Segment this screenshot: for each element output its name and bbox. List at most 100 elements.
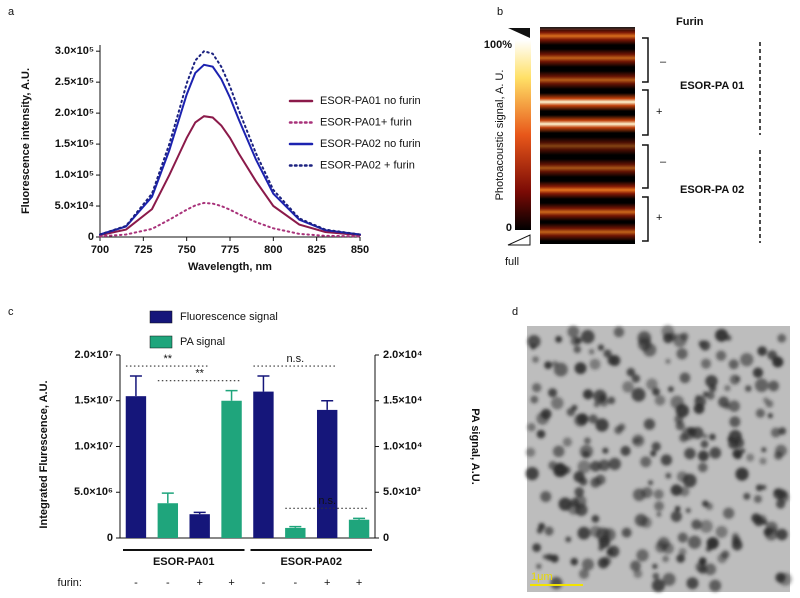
particle bbox=[621, 527, 632, 538]
particle bbox=[593, 389, 607, 404]
particle bbox=[637, 331, 652, 345]
particle bbox=[694, 395, 707, 408]
particle bbox=[580, 329, 595, 344]
x-tick-label: 775 bbox=[221, 244, 239, 256]
particle bbox=[761, 447, 767, 453]
particle bbox=[728, 359, 739, 370]
scale-min: 0 bbox=[506, 222, 512, 234]
particle bbox=[530, 395, 539, 404]
x-tick-label: - bbox=[134, 577, 138, 589]
particle bbox=[642, 343, 657, 357]
y-tick-label: 1.0×10⁷ bbox=[75, 440, 114, 452]
pa-stripe bbox=[540, 159, 635, 177]
bar bbox=[285, 527, 306, 538]
particle bbox=[740, 352, 754, 367]
panel-b: b Furin 100% 0 full Photoacoustic signal… bbox=[484, 6, 761, 268]
particle bbox=[655, 541, 667, 553]
particle bbox=[651, 441, 661, 452]
y2-tick-label: 2.0×10⁴ bbox=[383, 349, 422, 361]
particle bbox=[643, 418, 656, 430]
particle bbox=[709, 579, 722, 592]
particle bbox=[589, 525, 602, 538]
bar bbox=[157, 503, 179, 538]
particle bbox=[708, 384, 717, 393]
particle bbox=[697, 450, 709, 462]
particle bbox=[607, 396, 616, 405]
particle bbox=[631, 374, 641, 383]
series-line bbox=[99, 115, 361, 237]
particle bbox=[697, 462, 708, 473]
particle bbox=[746, 453, 755, 462]
panel-d: d 1μm bbox=[512, 306, 792, 593]
particle bbox=[717, 553, 727, 564]
particle bbox=[718, 396, 730, 408]
particle bbox=[728, 438, 739, 449]
particle bbox=[662, 555, 670, 563]
column-title: Furin bbox=[676, 16, 704, 28]
pa-stripes bbox=[540, 27, 635, 241]
particle bbox=[527, 422, 536, 432]
pa-stripe bbox=[540, 115, 635, 133]
x-tick-label: + bbox=[356, 577, 362, 589]
legend-swatch bbox=[149, 310, 173, 324]
y-tick-label: 5.0×10⁴ bbox=[55, 200, 94, 212]
particle bbox=[602, 528, 616, 542]
error-bar bbox=[193, 511, 206, 515]
pa-stripe bbox=[540, 93, 635, 111]
error-bar bbox=[257, 375, 270, 392]
panel-label: c bbox=[8, 306, 14, 318]
y2-tick-label: 5.0×10³ bbox=[383, 486, 421, 498]
particle bbox=[774, 451, 783, 460]
particle bbox=[641, 487, 653, 499]
particle bbox=[722, 507, 735, 519]
x-tick-label: - bbox=[166, 577, 170, 589]
particle bbox=[665, 472, 672, 479]
particle bbox=[776, 528, 788, 541]
y-tick-label: 1.5×10⁵ bbox=[55, 138, 94, 150]
particle bbox=[579, 477, 588, 486]
scale-note: full bbox=[505, 256, 519, 268]
particle bbox=[647, 480, 654, 486]
particle bbox=[676, 348, 688, 360]
particle bbox=[631, 387, 646, 402]
panel-label: d bbox=[512, 306, 518, 318]
y-axis-label: Fluorescence intensity, A.U. bbox=[20, 68, 32, 214]
particle bbox=[777, 333, 787, 343]
particle bbox=[620, 445, 631, 457]
particle bbox=[577, 460, 591, 474]
legend-swatch bbox=[149, 335, 173, 349]
particle bbox=[675, 421, 685, 431]
bar bbox=[125, 396, 147, 538]
particle bbox=[677, 532, 688, 543]
x-tick-label: - bbox=[293, 577, 297, 589]
y-tick-label: 1.5×10⁷ bbox=[75, 395, 114, 407]
particle bbox=[700, 358, 712, 369]
x-tick-label: 700 bbox=[91, 244, 109, 256]
pa-stripe bbox=[540, 203, 635, 221]
particle bbox=[589, 358, 601, 370]
panel-label: a bbox=[8, 6, 15, 18]
significance-label: n.s. bbox=[318, 495, 336, 507]
particle bbox=[715, 328, 729, 342]
legend-label: ESOR-PA02 no furin bbox=[320, 138, 421, 150]
particle bbox=[574, 487, 585, 497]
particle bbox=[667, 386, 674, 393]
particle bbox=[588, 414, 598, 424]
particle bbox=[743, 492, 751, 500]
particle bbox=[565, 536, 572, 543]
particle bbox=[715, 350, 727, 361]
particle bbox=[598, 545, 605, 552]
particle bbox=[768, 380, 779, 392]
particle bbox=[705, 375, 718, 388]
x-tick-label: 850 bbox=[351, 244, 369, 256]
particle bbox=[734, 375, 741, 382]
particle bbox=[602, 447, 609, 454]
particle bbox=[545, 553, 554, 561]
particle bbox=[544, 361, 553, 370]
significance-label: n.s. bbox=[286, 353, 304, 365]
particle bbox=[535, 563, 542, 570]
category-axis-label: furin: bbox=[58, 577, 82, 589]
particle bbox=[646, 378, 658, 391]
particle bbox=[538, 522, 546, 530]
particle bbox=[755, 484, 763, 492]
